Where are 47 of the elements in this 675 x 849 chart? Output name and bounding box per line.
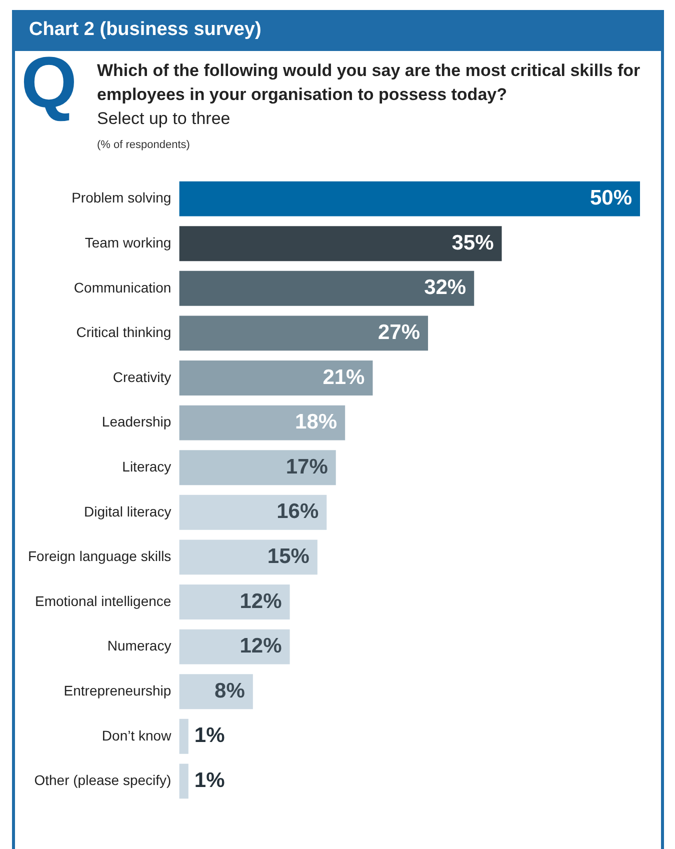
y-tick-label: Problem solving: [72, 190, 172, 206]
data-label: 8%: [214, 679, 246, 702]
bar: [179, 405, 346, 440]
data-label: 1%: [194, 768, 226, 792]
data-label: 1%: [194, 724, 226, 748]
bar: [179, 718, 188, 754]
data-label: 12%: [240, 590, 282, 613]
bar: [179, 360, 373, 396]
data-label: 21%: [322, 366, 366, 389]
data-label: 17%: [286, 455, 328, 478]
bar: [179, 316, 428, 351]
y-tick-label: Other (please specify): [34, 772, 172, 788]
y-tick-label: Foreign language skills: [28, 548, 172, 564]
y-tick-label: Literacy: [122, 458, 172, 474]
data-label: 15%: [267, 544, 310, 568]
bar: [179, 181, 640, 216]
bar: [179, 584, 290, 620]
y-tick-label: Team working: [84, 234, 172, 250]
text: Q: [21, 43, 78, 123]
data-label: 35%: [452, 231, 494, 254]
bar: [179, 674, 253, 710]
data-label: 12%: [240, 634, 282, 658]
text: (% of respondents): [97, 139, 190, 151]
bar: [179, 629, 290, 664]
bar: [179, 226, 502, 262]
data-label: 16%: [276, 500, 319, 524]
data-label: 32%: [424, 276, 466, 300]
y-tick-label: Leadership: [102, 414, 172, 430]
bar: [179, 540, 318, 575]
y-tick-label: Numeracy: [107, 638, 172, 654]
text: Select up to three: [97, 109, 230, 129]
y-tick-label: Communication: [74, 279, 172, 296]
y-tick-label: Creativity: [112, 368, 172, 385]
bar: [179, 450, 336, 486]
bar: [179, 270, 474, 306]
data-label: 50%: [590, 186, 632, 210]
y-tick-label: Digital literacy: [84, 503, 172, 520]
data-label: 18%: [295, 410, 338, 434]
bar: [179, 494, 327, 530]
chart-subtitle: Which of the following would you say are the most critical skills for employees in your organisation to possess today?: [97, 60, 642, 106]
y-tick-label: Entrepreneurship: [64, 682, 172, 698]
y-tick-label: Don’t know: [102, 727, 172, 744]
y-tick-label: Emotional intelligence: [34, 592, 172, 609]
bar: [179, 764, 188, 799]
y-tick-label: Critical thinking: [76, 324, 172, 340]
chart-title: Chart 2 (business survey): [29, 19, 262, 40]
data-label: 27%: [378, 320, 420, 344]
